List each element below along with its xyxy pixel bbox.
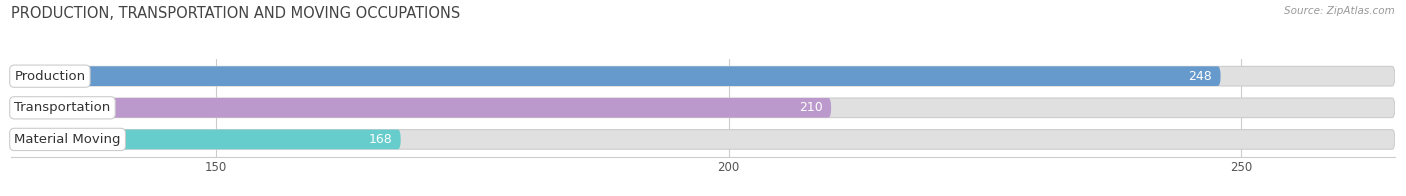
Text: PRODUCTION, TRANSPORTATION AND MOVING OCCUPATIONS: PRODUCTION, TRANSPORTATION AND MOVING OC… (11, 6, 461, 21)
Text: 210: 210 (799, 101, 823, 114)
Text: Source: ZipAtlas.com: Source: ZipAtlas.com (1284, 6, 1395, 16)
FancyBboxPatch shape (11, 66, 1220, 86)
FancyBboxPatch shape (11, 66, 1395, 86)
Text: Production: Production (14, 70, 86, 83)
Text: 168: 168 (368, 133, 392, 146)
Text: Transportation: Transportation (14, 101, 111, 114)
Text: Material Moving: Material Moving (14, 133, 121, 146)
FancyBboxPatch shape (11, 98, 1395, 118)
FancyBboxPatch shape (11, 98, 831, 118)
FancyBboxPatch shape (11, 130, 1395, 149)
FancyBboxPatch shape (11, 130, 401, 149)
Text: 248: 248 (1188, 70, 1212, 83)
